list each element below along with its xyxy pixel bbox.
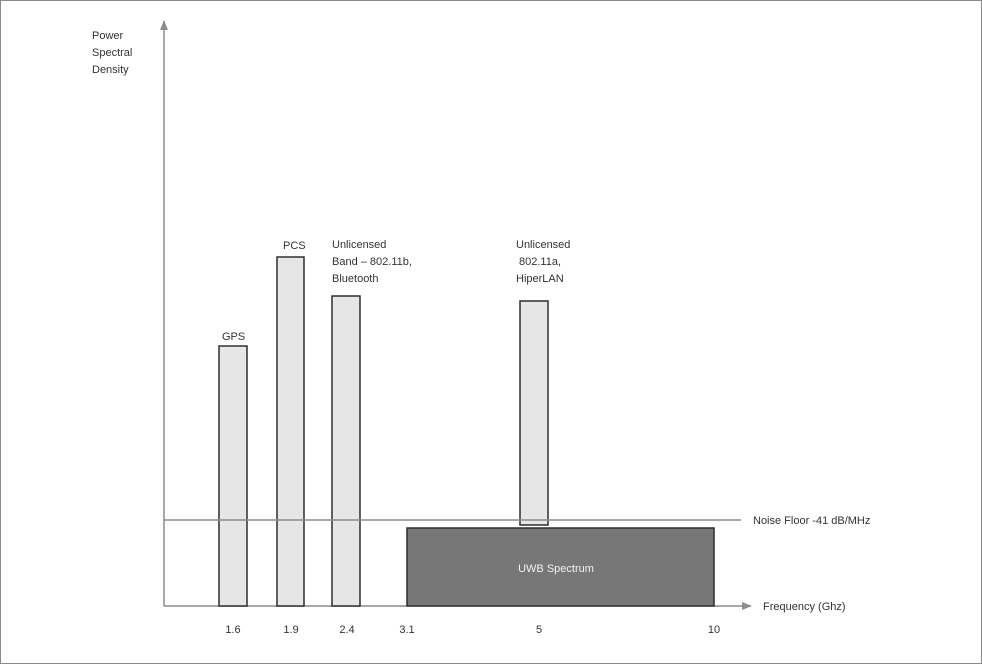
bar-label-gps: GPS — [222, 331, 245, 343]
y-axis-title-line-3: Density — [92, 64, 129, 76]
bar-label-2-4-line-2: Band – 802.11b, — [332, 256, 412, 268]
bar-gps — [218, 345, 248, 607]
bar-label-5-line-3: HiperLAN — [516, 273, 564, 285]
uwb-spectrum-block — [406, 527, 715, 607]
bar-unlicensed-5 — [519, 300, 549, 526]
tick-label-10: 10 — [708, 624, 720, 636]
bar-label-2-4-line-3: Bluetooth — [332, 273, 378, 285]
tick-label-3-1: 3.1 — [399, 624, 414, 636]
bar-label-2-4-line-1: Unlicensed — [332, 239, 386, 251]
tick-label-1-9: 1.9 — [283, 624, 298, 636]
bar-unlicensed-2-4 — [331, 295, 361, 607]
y-axis-title-line-2: Spectral — [92, 47, 132, 59]
bar-label-pcs: PCS — [283, 240, 306, 252]
bar-label-5-line-2: 802.11a, — [519, 256, 561, 268]
uwb-spectrum-label: UWB Spectrum — [518, 563, 594, 575]
tick-label-2-4: 2.4 — [339, 624, 354, 636]
noise-floor-label: Noise Floor -41 dB/MHz — [753, 515, 870, 527]
y-axis-title-line-1: Power — [92, 30, 124, 42]
bar-label-5-line-1: Unlicensed — [516, 239, 570, 251]
bar-pcs — [276, 256, 305, 607]
x-axis-title: Frequency (Ghz) — [763, 601, 846, 613]
tick-label-5: 5 — [536, 624, 542, 636]
tick-label-1-6: 1.6 — [225, 624, 240, 636]
